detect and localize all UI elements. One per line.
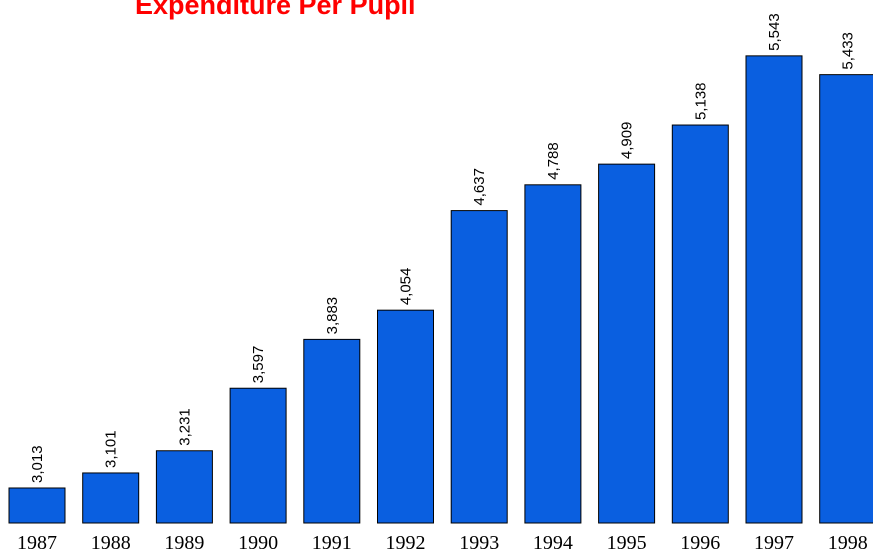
value-label: 4,054 [398, 268, 415, 306]
chart-title: Expenditure Per Pupil [135, 0, 416, 20]
value-label: 3,101 [103, 430, 120, 468]
value-label: 4,909 [619, 122, 636, 160]
bar [745, 55, 803, 524]
value-label: 5,433 [840, 32, 857, 70]
bar [377, 309, 434, 524]
x-tick-label: 1987 [17, 532, 57, 554]
bar [82, 472, 140, 524]
bar [155, 450, 213, 524]
value-label: 5,543 [766, 13, 783, 51]
x-tick-label: 1995 [607, 532, 647, 554]
value-label: 3,597 [250, 346, 267, 384]
bar [303, 338, 361, 524]
x-tick-label: 1996 [680, 532, 720, 554]
x-tick-label: 1993 [459, 532, 499, 554]
bar [819, 74, 873, 524]
bar [671, 124, 729, 524]
value-label: 3,013 [29, 445, 46, 483]
x-tick-label: 1992 [386, 532, 426, 554]
value-label: 4,788 [545, 142, 562, 180]
x-tick-label: 1991 [312, 532, 352, 554]
x-tick-label: 1990 [238, 532, 278, 554]
value-label: 3,231 [176, 408, 193, 446]
x-tick-label: 1989 [164, 532, 204, 554]
bar [8, 487, 66, 524]
value-label: 3,883 [324, 297, 341, 335]
x-tick-label: 1998 [828, 532, 868, 554]
value-label: 5,138 [692, 82, 709, 120]
x-tick-label: 1994 [533, 532, 573, 554]
x-tick-label: 1997 [754, 532, 794, 554]
bar [598, 163, 656, 524]
bar [450, 210, 508, 524]
bar [524, 184, 582, 524]
bar [229, 387, 287, 524]
value-label: 4,637 [471, 168, 488, 206]
x-tick-label: 1988 [91, 532, 131, 554]
